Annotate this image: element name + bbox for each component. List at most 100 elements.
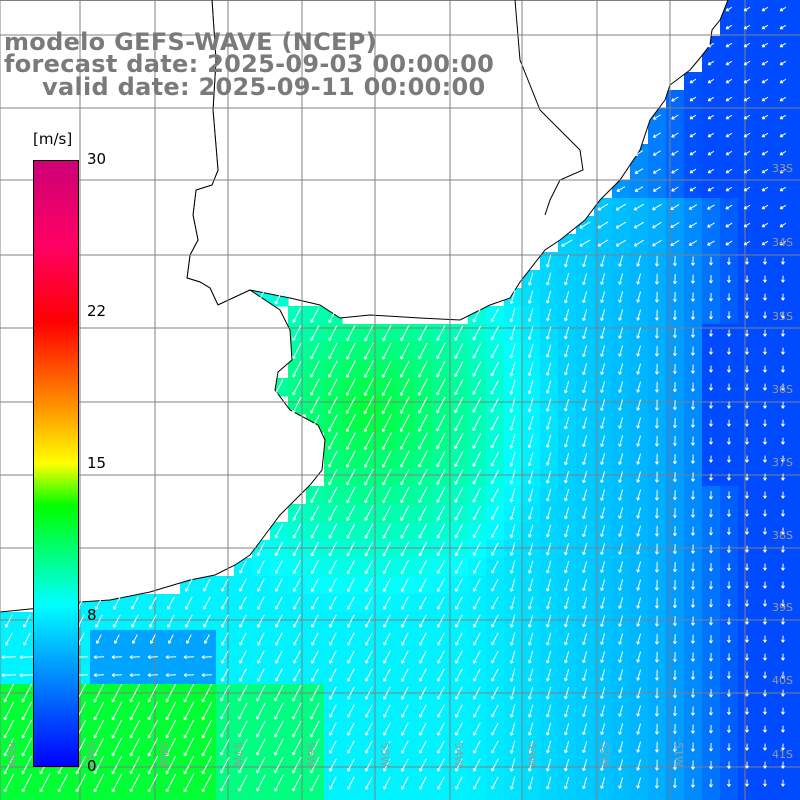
wind-cell [270,792,289,800]
wind-arrow [744,293,749,301]
wind-arrow [364,596,373,610]
wind-arrow [779,24,787,30]
wind-arrow [780,257,785,265]
wind-arrow [364,523,374,539]
wind-arrow [111,719,123,739]
wind-arrow [564,596,570,610]
wind-arrow [652,186,661,192]
wind-arrow [364,578,373,593]
wind-arrow [545,560,552,574]
wind-arrow [347,650,355,664]
wind-arrow [582,345,588,358]
wind-arrow [779,186,787,192]
wind-arrow [564,452,570,466]
wind-arrow [399,396,410,414]
wind-arrow [636,615,642,627]
wind-arrow [564,686,570,700]
wind-arrow [618,435,624,447]
wind-arrow [636,777,642,789]
wind-arrow [167,596,175,610]
wind-arrow [345,360,356,378]
wind-arrow [509,614,516,628]
wind-arrow [328,468,338,486]
wind-arrow [761,6,769,12]
wind-arrow [597,239,609,247]
wind-arrow [672,364,677,375]
wind-arrow [600,705,606,718]
wind-arrow [311,632,319,646]
wind-cell [306,792,325,800]
wind-arrow [636,669,642,681]
wind-arrow [779,6,787,12]
wind-arrow [688,204,698,210]
wind-arrow [597,221,609,229]
wind-cell [450,792,469,800]
wind-arrow [564,668,570,682]
wind-arrow [328,523,338,539]
wind-arrow [165,655,177,660]
wind-arrow [274,560,283,574]
wind-arrow [221,632,229,646]
wind-arrow [345,378,356,396]
forecast-date: forecast date: 2025-09-03 00:00:00 [4,50,495,78]
wind-arrow [292,396,302,414]
wind-arrow [454,343,464,359]
wind-cell [792,450,800,469]
wind-arrow [618,363,624,375]
wind-cell [684,792,703,800]
wind-arrow [780,635,785,643]
wind-arrow [401,758,409,772]
wind-cell [792,504,800,523]
wind-arrow [618,327,624,339]
wind-arrow [292,325,302,341]
wind-arrow [383,632,391,646]
wind-arrow [418,450,428,468]
wind-arrow [762,365,767,373]
wind-arrow [707,150,715,156]
wind-arrow [762,599,767,607]
wind-arrow [167,614,175,628]
wind-arrow [346,523,356,539]
wind-arrow [618,687,624,699]
wind-arrow [400,487,410,504]
wind-arrow [509,758,516,772]
wind-arrow [21,773,33,793]
wind-arrow [95,614,103,628]
wind-arrow [183,673,195,678]
wind-arrow [381,414,392,433]
wind-arrow [652,203,662,211]
wind-arrow [509,740,516,754]
wind-arrow [762,581,767,589]
wind-arrow [636,687,642,699]
wind-arrow [527,362,534,377]
wind-arrow [780,401,785,409]
wind-arrow [652,221,662,229]
wind-arrow [401,614,409,628]
wind-arrow [708,256,713,266]
wind-arrow [256,756,266,774]
wind-cell [792,234,800,253]
wind-arrow [401,686,409,700]
wind-arrow [582,669,588,682]
wind-arrow [329,668,337,682]
wind-arrow [633,221,645,229]
wind-cell [792,270,800,289]
wind-arrow [473,650,481,664]
wind-arrow [618,381,624,393]
wind-arrow [779,60,787,66]
wind-arrow [725,240,733,246]
wind-arrow [707,186,715,192]
wind-arrow [347,704,355,718]
wind-arrow [418,432,428,450]
wind-arrow [672,580,677,591]
wind-arrow [689,132,697,138]
wind-arrow [545,704,552,718]
wind-arrow [527,704,534,718]
wind-arrow [564,740,570,754]
wind-arrow [582,615,588,628]
wind-arrow [346,324,356,342]
wind-cell [576,792,595,800]
wind-arrow [726,689,731,697]
wind-arrow [292,756,302,774]
wind-arrow [618,291,624,303]
